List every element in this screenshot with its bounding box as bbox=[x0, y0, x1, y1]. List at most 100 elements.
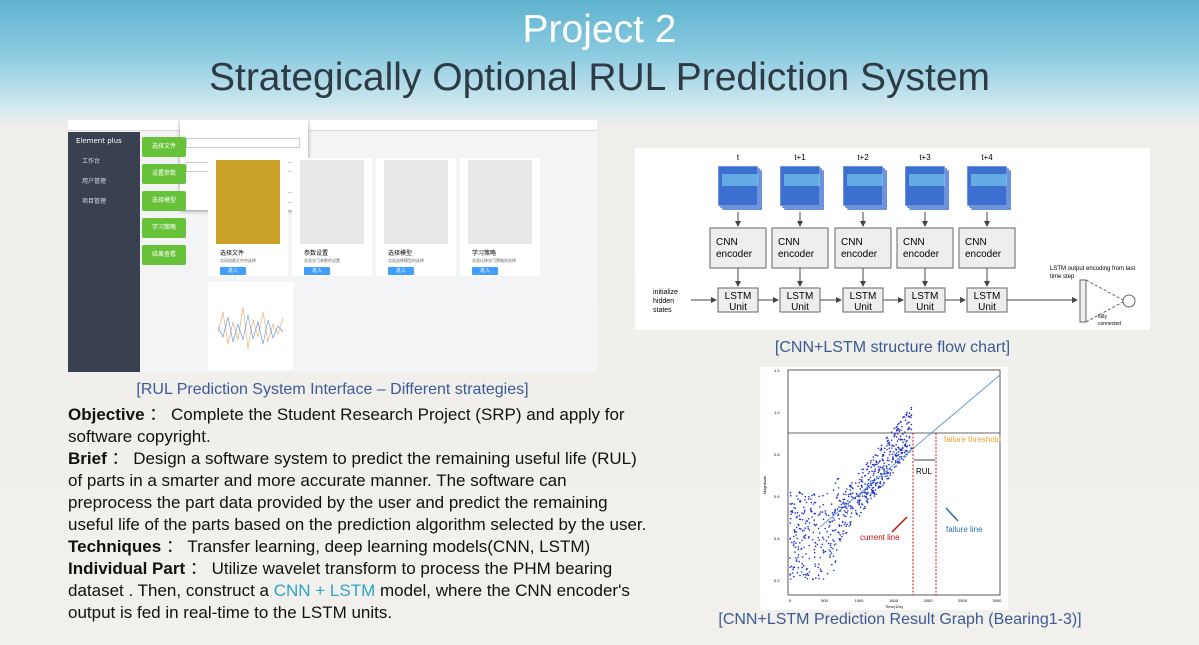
scatter-dot bbox=[847, 505, 850, 507]
scatter-dot bbox=[858, 481, 860, 484]
scatter-dot bbox=[836, 496, 838, 498]
scatter-dot bbox=[886, 467, 888, 470]
scatter-dot bbox=[859, 499, 861, 501]
scatter-dot bbox=[901, 438, 903, 441]
time-label: t bbox=[737, 153, 740, 162]
scatter-dot bbox=[813, 551, 816, 554]
scatter-dot bbox=[854, 509, 857, 512]
scatter-dot bbox=[846, 523, 848, 525]
lstm-label: LSTM bbox=[850, 291, 877, 302]
scatter-dot bbox=[823, 551, 825, 553]
scatter-dot bbox=[866, 493, 868, 496]
x-axis-label: Time(10s) bbox=[885, 604, 904, 609]
lstm-label: Unit bbox=[791, 302, 809, 313]
scatter-dot bbox=[799, 492, 802, 494]
scatter-dot bbox=[897, 462, 899, 464]
scatter-dot bbox=[844, 521, 847, 524]
scatter-dot bbox=[872, 492, 874, 494]
scatter-dot bbox=[896, 440, 899, 442]
scatter-dot bbox=[878, 468, 881, 470]
scatter-dot bbox=[831, 529, 834, 532]
scatter-dot bbox=[871, 470, 873, 473]
scatter-dot bbox=[849, 521, 852, 523]
scatter-dot bbox=[847, 495, 850, 498]
scatter-dot bbox=[905, 445, 908, 448]
scatter-dot bbox=[908, 437, 910, 439]
scatter-dot bbox=[900, 455, 903, 458]
scatter-dot bbox=[842, 493, 845, 495]
y-tick-label: 0.2 bbox=[774, 578, 780, 583]
scatter-dot bbox=[808, 557, 811, 560]
module-card: 参数设置 实现学习参数的设置 进入 bbox=[292, 158, 372, 276]
scatter-dot bbox=[897, 446, 899, 449]
scatter-dot bbox=[821, 536, 824, 538]
scatter-dot bbox=[795, 557, 797, 559]
cnn-label: encoder bbox=[903, 249, 940, 260]
scatter-dot bbox=[890, 469, 893, 471]
scatter-dot bbox=[829, 533, 832, 536]
scatter-dot bbox=[857, 485, 859, 488]
scatter-dot bbox=[858, 472, 860, 475]
scatter-dot bbox=[861, 495, 864, 497]
scatter-dot bbox=[861, 479, 863, 481]
scatter-dot bbox=[808, 496, 810, 498]
scatter-dot bbox=[838, 524, 841, 526]
scatter-dot bbox=[834, 561, 837, 564]
scatter-dot bbox=[882, 468, 884, 470]
scatter-dot bbox=[910, 423, 913, 426]
scatter-dot bbox=[843, 503, 846, 505]
module-card: 选择文件 实现加载文件的选择 进入 bbox=[208, 158, 288, 276]
scatter-dot bbox=[840, 503, 843, 506]
fc-line bbox=[1085, 301, 1124, 323]
scatter-dot bbox=[849, 489, 852, 491]
scatter-dot bbox=[811, 578, 814, 580]
scatter-dot bbox=[892, 456, 894, 458]
scatter-dot bbox=[893, 451, 895, 453]
card-title: 学习策略 bbox=[472, 250, 497, 257]
scatter-dot bbox=[834, 508, 836, 511]
y-tick-label: 1.2 bbox=[774, 368, 780, 373]
scatter-dot bbox=[841, 535, 843, 538]
scatter-dot bbox=[803, 529, 805, 532]
scatter-dot bbox=[868, 471, 870, 473]
scatter-dot bbox=[891, 461, 893, 463]
scatter-dot bbox=[789, 522, 792, 524]
scatter-dot bbox=[880, 448, 883, 451]
x-tick-label: 2500 bbox=[958, 598, 968, 603]
item-label: Objective bbox=[68, 405, 145, 424]
scatter-dot bbox=[807, 574, 810, 577]
scatter-dot bbox=[834, 560, 837, 562]
scatter-dot bbox=[872, 456, 874, 458]
scatter-dot bbox=[861, 480, 864, 483]
scatter-dot bbox=[818, 539, 820, 541]
scatter-dot bbox=[824, 527, 826, 530]
scatter-dot bbox=[860, 485, 863, 488]
menu-button: 设置参数 bbox=[142, 164, 186, 184]
scatter-dot bbox=[833, 519, 836, 521]
interface-caption: [RUL Prediction System Interface – Diffe… bbox=[136, 381, 529, 398]
scatter-dot bbox=[859, 488, 862, 490]
item-text: ： Transfer learning, deep learning model… bbox=[165, 537, 591, 556]
scatter-dot bbox=[867, 465, 869, 467]
scatter-dot bbox=[879, 449, 882, 451]
scatter-dot bbox=[822, 503, 824, 506]
scatter-dot bbox=[789, 557, 791, 559]
scatter-dot bbox=[849, 505, 852, 507]
scatter-dot bbox=[804, 527, 806, 529]
scatter-dot bbox=[902, 433, 904, 435]
scatter-dot bbox=[846, 507, 848, 510]
description-item: Objective ： Complete the Student Researc… bbox=[68, 404, 648, 448]
diagram-caption: [CNN+LSTM structure flow chart] bbox=[774, 339, 1011, 356]
scatter-dot bbox=[904, 444, 906, 446]
scatter-dot bbox=[874, 468, 877, 470]
scatter-dot bbox=[818, 563, 820, 565]
scatter-dot bbox=[793, 503, 796, 505]
scatter-dot bbox=[815, 577, 817, 579]
scatter-dot bbox=[864, 474, 867, 477]
scatter-dot bbox=[871, 491, 873, 493]
item-text: ： Utilize wavelet transform to process t… bbox=[68, 559, 613, 600]
scatter-dot bbox=[838, 506, 840, 508]
scatter-dot bbox=[846, 488, 848, 490]
menu-button: 选择模型 bbox=[142, 191, 186, 211]
